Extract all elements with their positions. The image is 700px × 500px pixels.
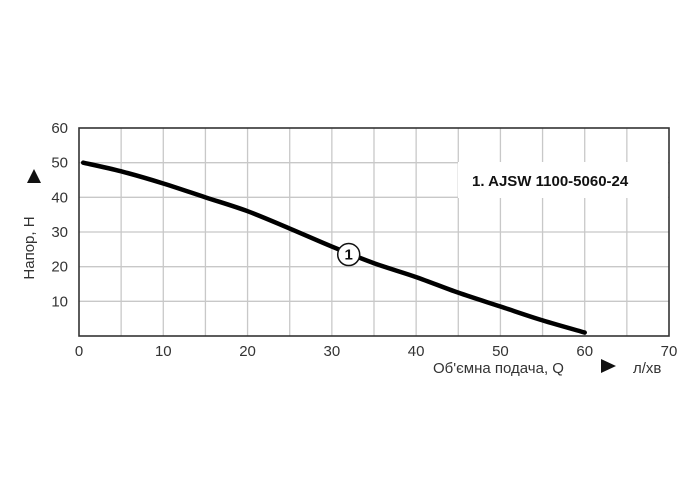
y-tick-label: 10	[51, 293, 68, 310]
x-tick-label: 30	[324, 343, 341, 360]
x-tick-label: 70	[661, 343, 678, 360]
x-tick-label: 10	[155, 343, 172, 360]
x-tick-label: 0	[75, 343, 83, 360]
legend-entry: 1. AJSW 1100-5060-24	[472, 173, 629, 190]
marker-circle	[336, 242, 361, 267]
x-axis-ticks: 0 10 20 30 40 50 60 70	[75, 343, 678, 360]
marker-label: 1	[345, 247, 353, 264]
y-tick-label: 20	[51, 259, 68, 276]
x-tick-label: 60	[576, 343, 593, 360]
y-tick-label: 60	[51, 120, 68, 137]
x-axis-label: Об'ємна подача, Q	[433, 360, 564, 377]
x-tick-label: 20	[239, 343, 256, 360]
x-tick-label: 40	[408, 343, 425, 360]
x-tick-label: 50	[492, 343, 509, 360]
legend-background	[458, 162, 668, 198]
y-axis-arrow-icon	[27, 169, 41, 183]
y-axis-label: Напор, H	[21, 216, 38, 279]
x-axis-arrow-icon	[601, 359, 616, 373]
curve-marker: 1	[336, 242, 361, 267]
grid-lines	[79, 128, 669, 336]
plot-frame	[78, 127, 670, 337]
pump-curve-line	[80, 160, 587, 335]
y-axis-ticks: 10 20 30 40 50 60	[51, 120, 68, 310]
y-tick-label: 30	[51, 224, 68, 241]
x-axis-unit: л/хв	[633, 360, 661, 377]
y-tick-label: 50	[51, 155, 68, 172]
y-tick-label: 40	[51, 189, 68, 206]
y-axis-label-group: Напор, H	[21, 169, 41, 280]
